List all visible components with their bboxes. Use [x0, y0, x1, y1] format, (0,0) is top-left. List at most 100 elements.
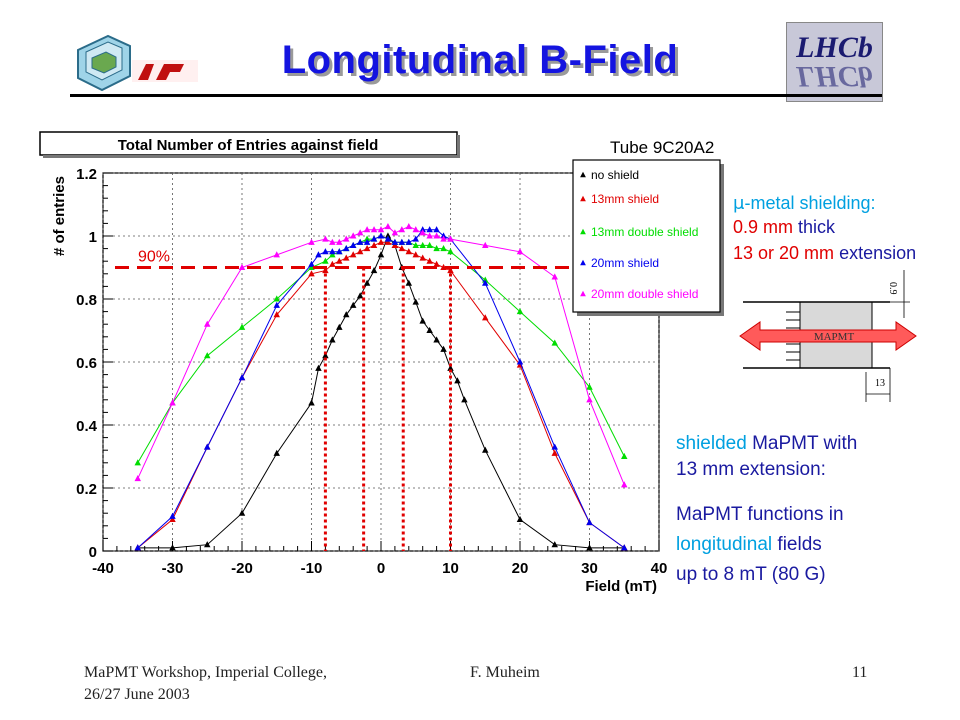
- series-3-marker: [363, 238, 371, 245]
- series-1-marker: [308, 270, 315, 277]
- shielding-header-text: -metal shielding:: [744, 193, 876, 213]
- series-2-marker: [551, 339, 558, 346]
- series-3-marker: [204, 443, 211, 450]
- series-3-marker: [419, 226, 426, 233]
- series-3-marker: [329, 248, 336, 255]
- series-0-marker: [343, 311, 350, 318]
- series-1-marker: [482, 314, 489, 321]
- legend-marker-4: [580, 290, 586, 297]
- series-3-marker: [377, 232, 385, 239]
- y-tick-label: 1.2: [76, 166, 97, 183]
- series-3-marker: [426, 226, 433, 233]
- y-tick-label: 0: [89, 544, 97, 561]
- y-tick-label: 0.4: [76, 418, 98, 435]
- series-1-marker: [356, 248, 364, 255]
- series-0-marker: [419, 317, 426, 324]
- series-0-marker: [433, 336, 440, 343]
- series-4-marker: [447, 235, 454, 242]
- series-0-marker: [440, 345, 447, 352]
- series-line-4: [137, 225, 625, 486]
- series-2-marker: [322, 257, 329, 264]
- title-divider: [70, 94, 882, 97]
- y-tick-label: 0.6: [76, 355, 97, 372]
- series-4-marker: [482, 241, 489, 248]
- lhcb-logo-text: LHCb: [796, 31, 873, 64]
- shielded-line: shielded MaPMT with: [676, 433, 857, 455]
- series-3-marker: [384, 235, 392, 242]
- legend-label-4: 20mm double shield: [591, 287, 698, 301]
- series-0-marker: [308, 399, 315, 406]
- series-1-marker: [370, 241, 378, 248]
- series-1-marker: [398, 245, 406, 252]
- series-4-marker: [308, 238, 315, 245]
- series-1-marker: [169, 515, 176, 523]
- series-4-marker: [363, 226, 371, 233]
- x-tick-label: -40: [92, 560, 114, 577]
- slide-title: Longitudinal B-Field: [281, 38, 679, 82]
- series-3-marker: [405, 238, 413, 245]
- series-2-marker: [433, 245, 440, 252]
- series-4-marker: [551, 273, 558, 280]
- chart-title: Total Number of Entries against field: [118, 137, 379, 154]
- series-3-marker: [315, 251, 322, 258]
- series-0-marker: [363, 279, 371, 286]
- x-tick-label: 10: [442, 560, 459, 577]
- series-3-marker: [169, 512, 176, 519]
- extension-line: 13 or 20 mm extension: [733, 242, 916, 264]
- longitudinal-word: longitudinal: [676, 534, 773, 555]
- shielded-rest: MaPMT with: [752, 433, 858, 454]
- series-2-marker: [447, 248, 454, 255]
- series-3-marker: [134, 544, 141, 551]
- legend-label-3: 20mm shield: [591, 256, 659, 270]
- series-4-marker: [336, 238, 343, 245]
- footer-author: F. Muheim: [470, 664, 540, 681]
- series-0-marker: [412, 298, 419, 305]
- series-4-marker: [204, 320, 211, 327]
- series-1-marker: [363, 245, 371, 252]
- series-3-marker: [273, 301, 280, 308]
- series-0-marker: [447, 364, 454, 371]
- series-2-marker: [621, 452, 628, 460]
- series-0-marker: [482, 446, 489, 453]
- thickness-value: 0.9 mm: [733, 217, 794, 237]
- functions-line-2: longitudinal fields: [676, 534, 822, 556]
- ninety-percent-label: 90%: [138, 249, 170, 266]
- series-4-marker: [621, 481, 628, 488]
- series-0-marker: [322, 352, 329, 359]
- series-1-marker: [405, 248, 413, 255]
- series-4-marker: [322, 235, 329, 242]
- series-4-marker: [356, 229, 364, 236]
- legend-label-2: 13mm double shield: [591, 225, 698, 239]
- legend-label-1: 13mm shield: [591, 192, 659, 206]
- series-0-marker: [356, 292, 364, 299]
- series-1-marker: [377, 238, 385, 245]
- series-3-marker: [398, 238, 406, 245]
- series-0-marker: [169, 544, 176, 551]
- x-tick-label: -30: [162, 560, 184, 577]
- series-4-marker: [169, 399, 176, 406]
- series-line-0: [137, 234, 625, 549]
- series-1-marker: [433, 260, 440, 267]
- series-3-marker: [349, 241, 357, 248]
- page-number: 11: [852, 664, 868, 681]
- series-2-marker: [412, 241, 419, 248]
- series-2-marker: [426, 241, 433, 248]
- series-0-marker: [384, 232, 392, 239]
- shielded-line-2: 13 mm extension:: [676, 459, 826, 480]
- shielding-header: μ-metal shielding:: [733, 192, 876, 215]
- series-3-marker: [336, 248, 343, 255]
- legend-label-0: no shield: [591, 168, 639, 182]
- series-0-marker: [551, 541, 558, 548]
- series-4-marker: [398, 226, 406, 233]
- y-axis-label: # of entries: [51, 176, 68, 256]
- series-3-marker: [440, 232, 447, 239]
- x-tick-label: 0: [377, 560, 385, 577]
- y-tick-label: 1: [89, 229, 97, 246]
- series-3-marker: [238, 374, 246, 381]
- series-0-marker: [315, 364, 322, 371]
- x-tick-label: 40: [651, 560, 668, 577]
- x-tick-label: 20: [512, 560, 529, 577]
- series-3-marker: [412, 235, 419, 242]
- series-4-marker: [516, 248, 524, 255]
